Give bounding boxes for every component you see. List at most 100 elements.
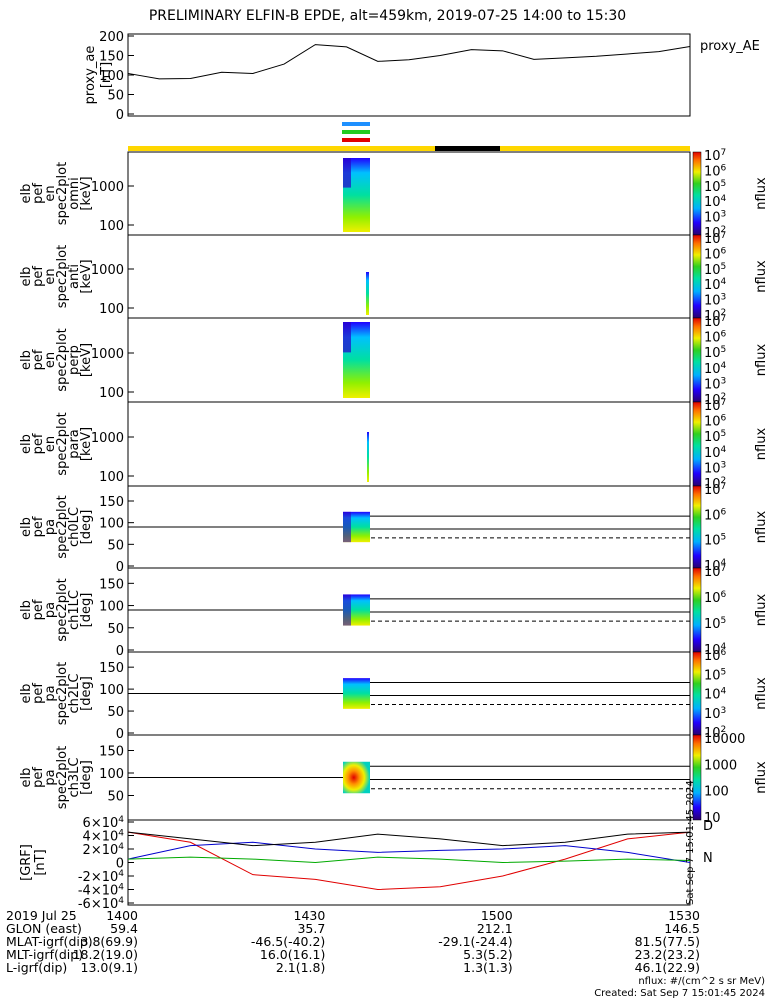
- elb-pef-en-spec2plot-omni-ylabel-5: [keV]: [79, 176, 94, 210]
- elb-pef-en-spec2plot-para-ylabel-2: en: [43, 436, 58, 452]
- elb-pef-en-spec2plot-omni-ytick-label: 1000: [91, 180, 124, 195]
- shadow-bar: [435, 146, 500, 151]
- elb-pef-pa-spec2plot-ch2LC-ytick-label: 100: [99, 683, 124, 698]
- elb-pef-pa-spec2plot-ch1LC-spectrum-edge: [343, 594, 351, 626]
- bfield-legend-d: D: [703, 819, 713, 834]
- proxy-ae-ytick-label: 50: [107, 89, 124, 104]
- elb-pef-en-spec2plot-anti-spectrum: [366, 272, 369, 315]
- elb-pef-en-spec2plot-omni-spectrum-edge: [343, 158, 351, 188]
- bfield-ytick-label: 2×104: [83, 842, 125, 858]
- elb-pef-pa-spec2plot-ch3LC-ylabel-0: elb: [19, 768, 34, 788]
- elb-pef-pa-spec2plot-ch2LC-ylabel-0: elb: [19, 684, 34, 704]
- ephem-cell: -29.1(-24.4): [438, 934, 513, 949]
- bfield-ytick-label: -4×104: [78, 883, 124, 899]
- elb-pef-en-spec2plot-omni-colorbar-label: 104: [704, 194, 727, 210]
- orbit-ephemeris-table: 2019 Jul 25 1400 1430 1500 1530 GLON (east) 59…: [0, 908, 775, 988]
- elb-pef-en-spec2plot-omni-ylabel-3: spec2plot: [55, 162, 70, 225]
- elb-pef-pa-spec2plot-ch3LC-ytick-label: 100: [99, 767, 124, 782]
- bfield-ytick-label: -2×104: [78, 869, 124, 885]
- elb-pef-en-spec2plot-perp-spectrum-edge: [343, 322, 351, 353]
- elb-pef-en-spec2plot-omni-colorbar-label: 103: [704, 210, 726, 226]
- elb-pef-pa-spec2plot-ch0LC-colorbar-label: 104: [704, 558, 727, 574]
- proxy-ae-ytick-label: 200: [99, 30, 124, 45]
- elb-pef-pa-spec2plot-ch2LC-colorbar-label: 102: [704, 725, 726, 741]
- elb-pef-en-spec2plot-omni-ylabel-1: pef: [31, 183, 46, 204]
- elb-pef-en-spec2plot-para-colorbar-label: 104: [704, 445, 727, 461]
- elb-pef-pa-spec2plot-ch2LC-ylabel-1: pef: [31, 683, 46, 704]
- elb-pef-en-spec2plot-para-colorbar: [692, 401, 702, 487]
- elb-pef-en-spec2plot-perp-ylabel-4: perp: [67, 345, 82, 375]
- elb-pef-pa-spec2plot-ch0LC-zlabel: nflux: [754, 511, 769, 544]
- elb-pef-en-spec2plot-para-frame: [127, 401, 691, 487]
- elb-pef-pa-spec2plot-ch3LC-ylabel-4: ch3LC: [67, 758, 82, 798]
- elb-pef-pa-spec2plot-ch0LC-ytick-label: 150: [99, 495, 124, 510]
- ephem-row-label: MLAT-igrf(dip): [6, 934, 93, 949]
- ephem-cell: 46.1(22.9): [634, 960, 700, 975]
- elb-pef-en-spec2plot-para-colorbar-label: 102: [704, 476, 726, 492]
- elb-pef-en-spec2plot-perp-zlabel: nflux: [754, 344, 769, 377]
- elb-pef-pa-spec2plot-ch1LC-ylabel-0: elb: [19, 600, 34, 620]
- band-red: [342, 138, 370, 142]
- bfield-legend-n: N: [703, 851, 713, 866]
- elb-pef-en-spec2plot-omni-colorbar-label: 105: [704, 179, 726, 195]
- elb-pef-pa-spec2plot-ch3LC-zlabel: nflux: [754, 761, 769, 794]
- proxy-ae-line: [127, 44, 691, 80]
- elb-pef-en-spec2plot-para-ylabel-1: pef: [31, 433, 46, 454]
- side-stamp: Sat Sep 7 15:01:45 2024: [685, 780, 696, 905]
- elb-pef-en-spec2plot-para-ytick-label: 1000: [91, 431, 124, 446]
- elb-pef-pa-spec2plot-ch2LC-ylabel-5: [deg]: [79, 676, 94, 711]
- elb-pef-pa-spec2plot-ch1LC-colorbar-label: 107: [704, 564, 726, 580]
- bfield-ylabel-unit: [nT]: [33, 849, 48, 875]
- elb-pef-pa-spec2plot-ch0LC-spectrum-edge: [343, 511, 351, 543]
- ephem-cell: 5.3(5.2): [463, 947, 513, 962]
- elb-pef-en-spec2plot-anti-ylabel-1: pef: [31, 266, 46, 287]
- bfield-frame: [127, 819, 691, 906]
- elb-pef-pa-spec2plot-ch1LC-ytick-label: 50: [107, 622, 124, 637]
- proxy-ae-legend: proxy_AE: [700, 39, 760, 54]
- band-blue: [342, 122, 370, 126]
- ephem-cell: -46.5(-40.2): [250, 934, 326, 949]
- ephem-cell: 13.0(9.1): [80, 960, 138, 975]
- elb-pef-en-spec2plot-perp-colorbar-label: 103: [704, 376, 726, 392]
- elb-pef-en-spec2plot-omni-frame: [127, 151, 691, 236]
- elb-pef-en-spec2plot-para-ylabel-0: elb: [19, 434, 34, 454]
- elb-pef-pa-spec2plot-ch0LC-ylabel-2: pa: [43, 519, 58, 535]
- elb-pef-en-spec2plot-perp-ylabel-5: [keV]: [79, 343, 94, 377]
- proxy-ae-ytick-label: 150: [99, 50, 124, 65]
- elb-pef-pa-spec2plot-ch1LC-ylabel-4: ch1LC: [67, 590, 82, 630]
- elb-pef-en-spec2plot-anti-colorbar-label: 103: [704, 293, 726, 309]
- elb-pef-pa-spec2plot-ch1LC-ylabel-1: pef: [31, 599, 46, 620]
- elb-pef-en-spec2plot-para-zlabel: nflux: [754, 428, 769, 461]
- ephem-cell: 146.5: [664, 921, 700, 936]
- elb-pef-pa-spec2plot-ch2LC-spectrum: [343, 678, 370, 709]
- bfield-ytick-label: 6×104: [83, 815, 125, 831]
- elb-pef-pa-spec2plot-ch0LC-colorbar-label: 106: [704, 507, 727, 523]
- elb-pef-en-spec2plot-anti-colorbar-label: 102: [704, 308, 726, 324]
- ephem-cell: 212.1: [476, 921, 513, 936]
- elb-pef-pa-spec2plot-ch2LC-zlabel: nflux: [754, 677, 769, 710]
- elb-pef-pa-spec2plot-ch3LC-ylabel-5: [deg]: [79, 760, 94, 795]
- elb-pef-pa-spec2plot-ch0LC-colorbar: [692, 485, 702, 569]
- elb-pef-en-spec2plot-perp-colorbar-label: 106: [704, 330, 727, 346]
- elb-pef-en-spec2plot-para-colorbar-label: 105: [704, 429, 726, 445]
- bfield-ytick-label: -6×104: [78, 896, 124, 912]
- bfield-ytick-label: 4×104: [83, 829, 125, 845]
- elb-pef-pa-spec2plot-ch2LC-ytick-label: 150: [99, 661, 124, 676]
- elb-pef-pa-spec2plot-ch3LC-colorbar-label: 1000: [704, 758, 737, 773]
- elb-pef-en-spec2plot-para-ylabel-4: para: [67, 429, 82, 459]
- ephem-cell: 81.5(77.5): [634, 934, 700, 949]
- ephem-row-label: MLT-igrf(dip): [6, 947, 84, 962]
- proxy-ae-ytick-label: 100: [99, 69, 124, 84]
- elb-pef-pa-spec2plot-ch2LC-ytick-label: 50: [107, 705, 124, 720]
- elb-pef-pa-spec2plot-ch3LC-colorbar: [692, 734, 702, 821]
- elb-pef-pa-spec2plot-ch3LC-spectrum: [343, 761, 370, 794]
- elb-pef-en-spec2plot-anti-ylabel-5: [keV]: [79, 259, 94, 293]
- sunlit-bar: [128, 146, 690, 151]
- elb-pef-en-spec2plot-omni-colorbar: [692, 151, 702, 236]
- elb-pef-pa-spec2plot-ch0LC-ylabel-3: spec2plot: [55, 495, 70, 558]
- elb-pef-pa-spec2plot-ch1LC-colorbar-label: 104: [704, 642, 727, 658]
- elb-pef-en-spec2plot-perp-colorbar-label: 102: [704, 392, 726, 408]
- elb-pef-en-spec2plot-anti-ytick-label: 100: [99, 302, 124, 317]
- elb-pef-en-spec2plot-anti-frame: [127, 234, 691, 319]
- ephem-cell: 23.2(23.2): [634, 947, 700, 962]
